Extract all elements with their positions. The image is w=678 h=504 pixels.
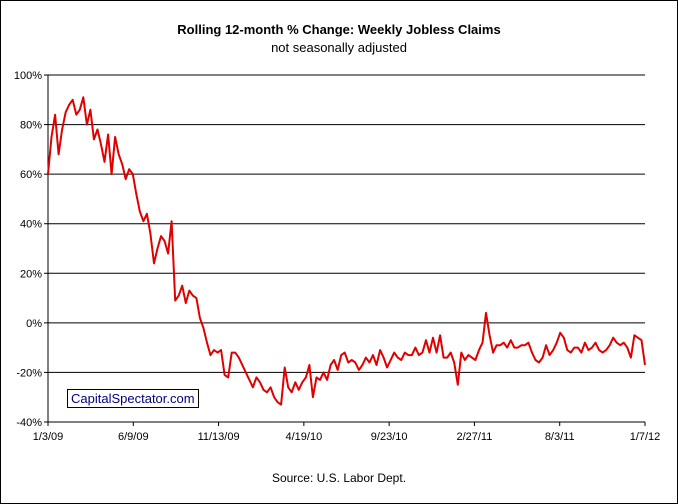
y-tick-label: 40% [20, 219, 42, 231]
x-tick-label: 8/3/11 [545, 431, 575, 443]
x-tick-label: 9/23/10 [371, 431, 408, 443]
y-tick-label: 60% [20, 169, 42, 181]
x-tick-label: 2/27/11 [456, 431, 492, 443]
series-line [47, 96, 646, 406]
x-tick-label: 6/9/09 [118, 431, 149, 443]
source-note: Source: U.S. Labor Dept. [271, 471, 407, 485]
y-tick-label: 20% [20, 268, 42, 280]
chart-subtitle: not seasonally adjusted [271, 40, 407, 55]
y-tick-label: -40% [16, 417, 42, 429]
watermark-label: CapitalSpectator.com [67, 389, 199, 408]
chart-title: Rolling 12-month % Change: Weekly Jobles… [177, 22, 501, 37]
y-tick-label: -20% [16, 367, 42, 379]
x-tick-label: 1/7/12 [630, 431, 661, 443]
y-tick-label: 100% [14, 70, 42, 82]
x-tick-label: 11/13/09 [198, 431, 240, 443]
y-tick-label: 0% [26, 318, 42, 330]
x-tick-label: 1/3/09 [33, 431, 64, 443]
x-tick-label: 4/19/10 [286, 431, 323, 443]
y-tick-label: 80% [20, 120, 42, 132]
